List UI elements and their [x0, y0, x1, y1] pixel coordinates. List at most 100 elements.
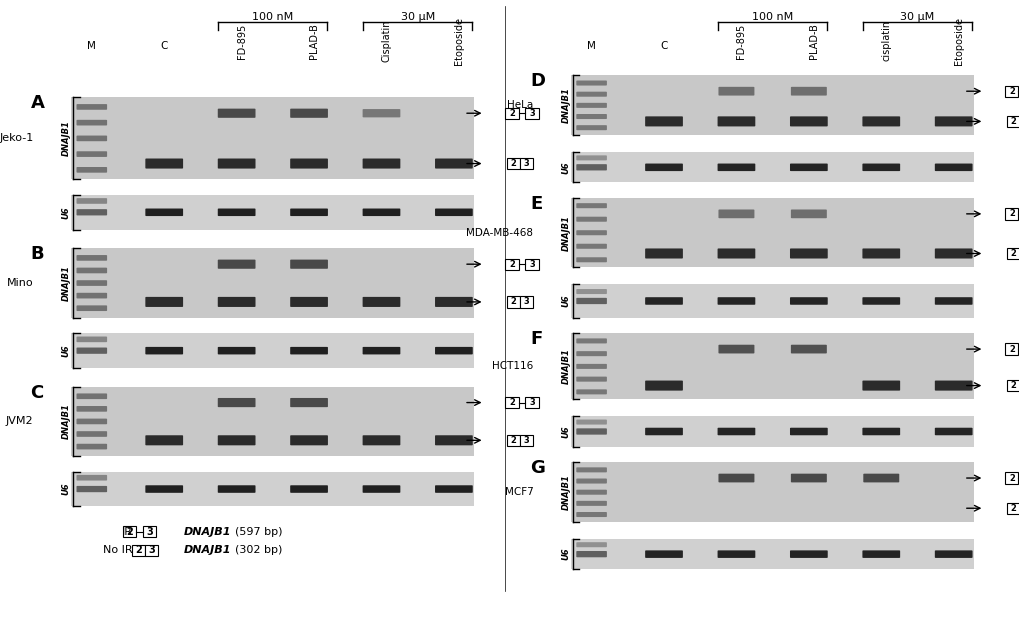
FancyBboxPatch shape: [218, 159, 255, 169]
Text: 2: 2: [1008, 474, 1014, 482]
FancyBboxPatch shape: [571, 284, 973, 318]
FancyBboxPatch shape: [506, 158, 520, 169]
FancyBboxPatch shape: [434, 159, 473, 169]
FancyBboxPatch shape: [571, 539, 973, 569]
FancyBboxPatch shape: [576, 501, 606, 506]
FancyBboxPatch shape: [1005, 472, 1017, 484]
FancyBboxPatch shape: [525, 259, 538, 270]
Text: 2: 2: [1010, 117, 1015, 126]
FancyBboxPatch shape: [644, 164, 683, 171]
Text: 2: 2: [511, 436, 516, 445]
FancyBboxPatch shape: [790, 428, 827, 435]
Text: No IR: No IR: [103, 545, 132, 555]
FancyBboxPatch shape: [576, 289, 606, 294]
Text: (302 bp): (302 bp): [234, 545, 281, 555]
FancyBboxPatch shape: [576, 338, 606, 343]
FancyBboxPatch shape: [1006, 503, 1019, 514]
FancyBboxPatch shape: [123, 526, 137, 537]
FancyBboxPatch shape: [717, 345, 754, 353]
FancyBboxPatch shape: [576, 81, 606, 86]
Text: PLAD-B: PLAD-B: [309, 23, 319, 59]
FancyBboxPatch shape: [76, 268, 107, 273]
FancyBboxPatch shape: [790, 116, 827, 126]
Text: IR: IR: [121, 526, 132, 537]
FancyBboxPatch shape: [145, 159, 183, 169]
Text: 2: 2: [1008, 345, 1014, 353]
FancyBboxPatch shape: [717, 297, 754, 304]
Text: U6: U6: [561, 294, 570, 308]
FancyBboxPatch shape: [71, 472, 474, 506]
FancyBboxPatch shape: [289, 159, 327, 169]
FancyBboxPatch shape: [218, 109, 255, 118]
FancyBboxPatch shape: [862, 297, 900, 304]
Text: 2: 2: [511, 298, 516, 306]
Text: 3: 3: [524, 298, 529, 306]
FancyBboxPatch shape: [862, 248, 900, 259]
FancyBboxPatch shape: [790, 474, 826, 482]
FancyBboxPatch shape: [76, 431, 107, 437]
Text: PLAD-B: PLAD-B: [808, 23, 818, 59]
FancyBboxPatch shape: [506, 435, 520, 446]
Text: FD-895: FD-895: [736, 23, 746, 58]
FancyBboxPatch shape: [520, 158, 533, 169]
FancyBboxPatch shape: [571, 198, 973, 267]
Text: MCF7: MCF7: [504, 487, 533, 497]
FancyBboxPatch shape: [576, 216, 606, 222]
Text: DNAJB1: DNAJB1: [561, 87, 570, 123]
FancyBboxPatch shape: [717, 209, 754, 218]
FancyBboxPatch shape: [1005, 86, 1017, 97]
FancyBboxPatch shape: [76, 486, 107, 492]
FancyBboxPatch shape: [505, 108, 518, 119]
FancyBboxPatch shape: [862, 116, 900, 126]
FancyBboxPatch shape: [76, 337, 107, 342]
FancyBboxPatch shape: [576, 512, 606, 517]
FancyBboxPatch shape: [576, 489, 606, 494]
FancyBboxPatch shape: [363, 347, 399, 355]
FancyBboxPatch shape: [571, 462, 973, 522]
Text: 2: 2: [1010, 504, 1015, 513]
Text: 2: 2: [126, 526, 132, 537]
FancyBboxPatch shape: [576, 420, 606, 425]
FancyBboxPatch shape: [576, 103, 606, 108]
FancyBboxPatch shape: [76, 104, 107, 109]
FancyBboxPatch shape: [1006, 248, 1019, 259]
Text: U6: U6: [62, 206, 70, 219]
FancyBboxPatch shape: [1006, 380, 1019, 391]
FancyBboxPatch shape: [145, 297, 183, 307]
Text: G: G: [530, 459, 545, 477]
FancyBboxPatch shape: [862, 164, 900, 171]
Text: 30 μM: 30 μM: [400, 12, 434, 22]
FancyBboxPatch shape: [505, 397, 518, 408]
Text: 2: 2: [1010, 249, 1015, 258]
Text: MDA-MB-468: MDA-MB-468: [466, 228, 533, 238]
FancyBboxPatch shape: [289, 347, 327, 355]
Text: (597 bp): (597 bp): [234, 526, 282, 537]
FancyBboxPatch shape: [289, 260, 327, 269]
FancyBboxPatch shape: [576, 114, 606, 119]
Text: Etoposide: Etoposide: [453, 17, 464, 65]
FancyBboxPatch shape: [576, 92, 606, 97]
FancyBboxPatch shape: [790, 87, 826, 96]
Text: Mino: Mino: [7, 278, 34, 288]
FancyBboxPatch shape: [571, 416, 973, 447]
FancyBboxPatch shape: [717, 116, 754, 126]
FancyBboxPatch shape: [218, 486, 255, 493]
Text: 2: 2: [135, 545, 142, 555]
FancyBboxPatch shape: [576, 428, 606, 435]
Text: M: M: [587, 41, 595, 51]
FancyBboxPatch shape: [76, 347, 107, 353]
Text: DNAJB1: DNAJB1: [183, 526, 231, 537]
FancyBboxPatch shape: [76, 419, 107, 424]
Text: U6: U6: [561, 161, 570, 174]
FancyBboxPatch shape: [571, 75, 973, 135]
Text: 3: 3: [524, 436, 529, 445]
FancyBboxPatch shape: [76, 394, 107, 399]
Text: 100 nM: 100 nM: [252, 12, 293, 22]
FancyBboxPatch shape: [76, 280, 107, 286]
Text: 3: 3: [524, 159, 529, 168]
FancyBboxPatch shape: [644, 116, 683, 126]
FancyBboxPatch shape: [76, 198, 107, 204]
FancyBboxPatch shape: [717, 550, 754, 558]
FancyBboxPatch shape: [525, 108, 538, 119]
Text: 2: 2: [1008, 209, 1014, 218]
